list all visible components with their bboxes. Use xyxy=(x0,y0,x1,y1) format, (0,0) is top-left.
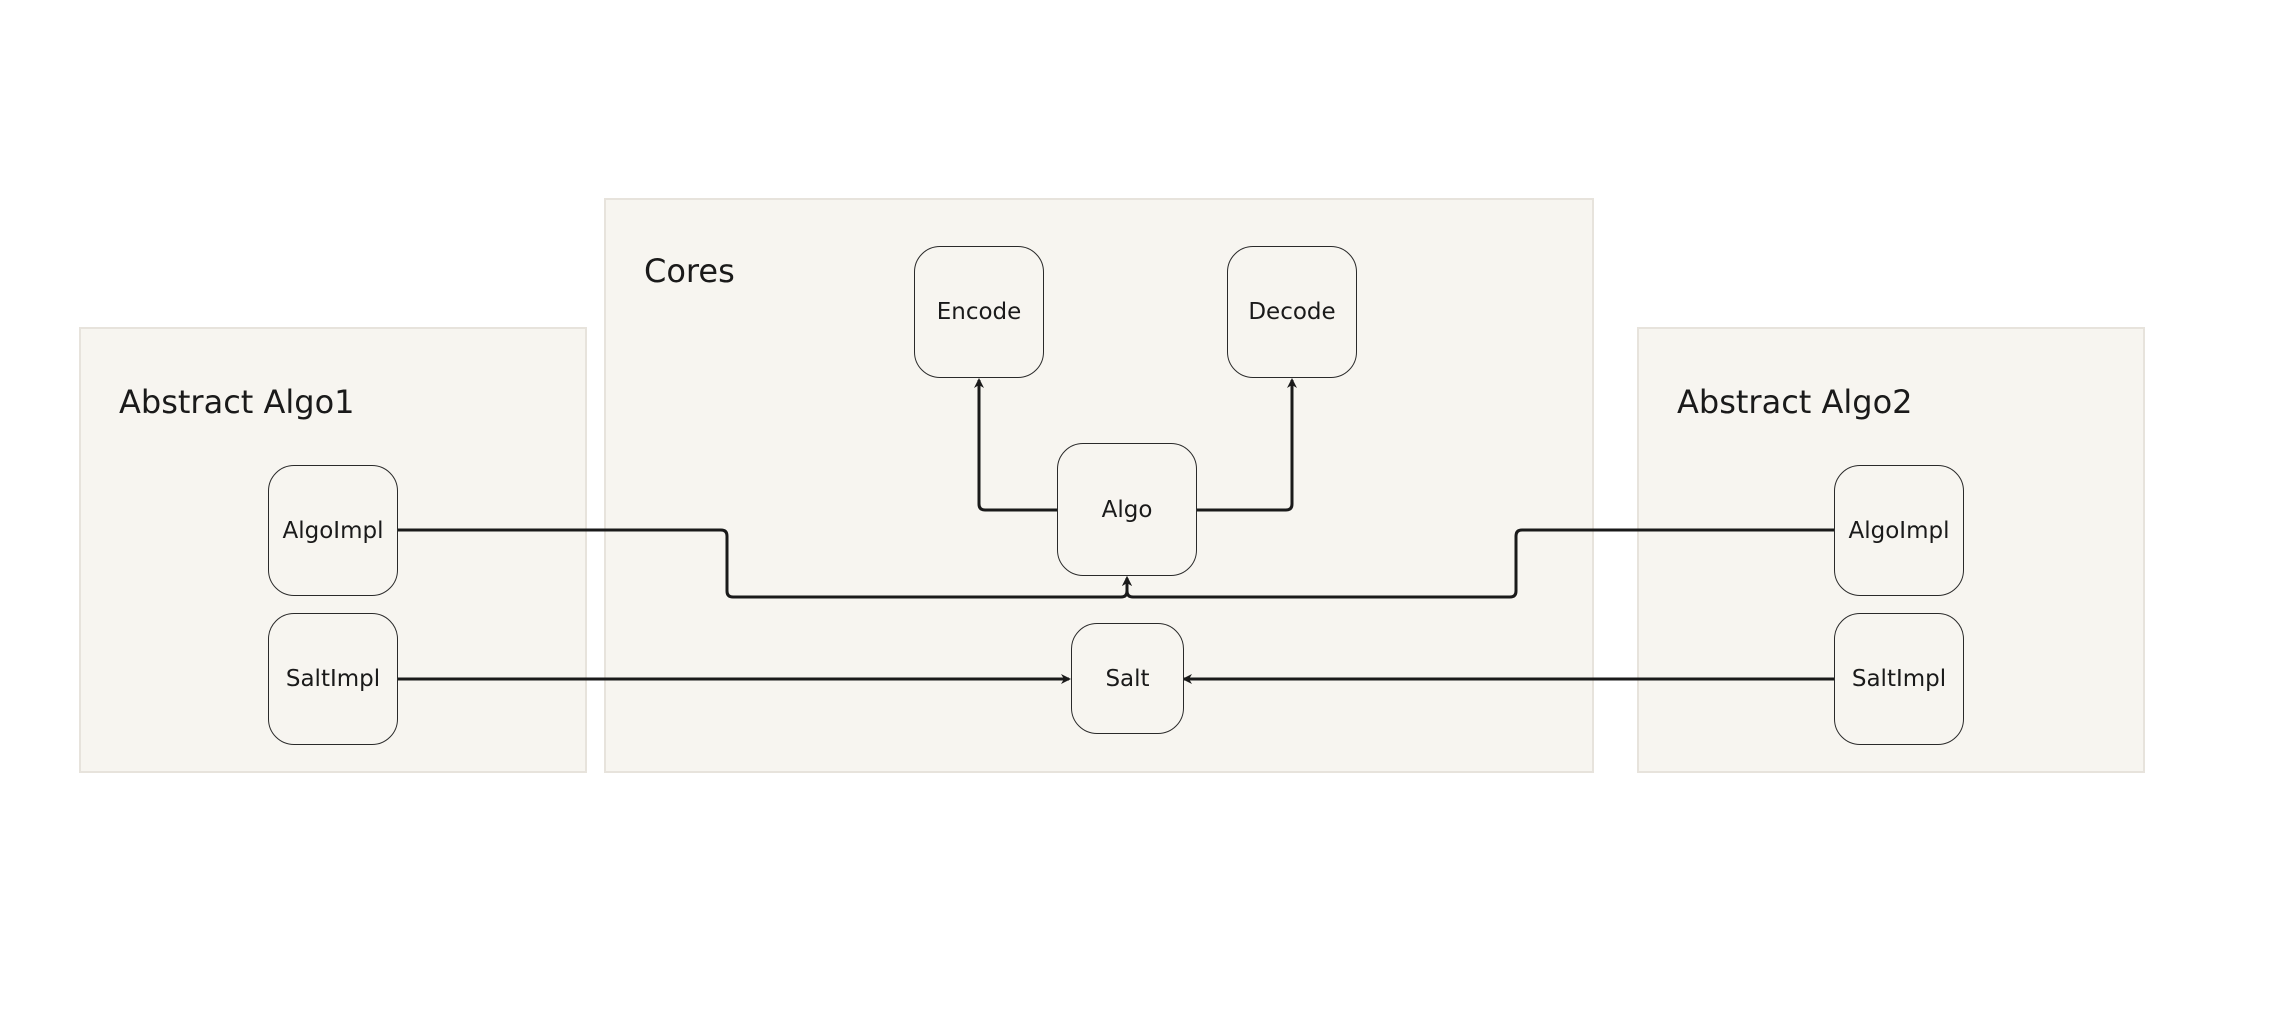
node-algo[interactable]: Algo xyxy=(1057,443,1197,576)
node-algoimpl-1[interactable]: AlgoImpl xyxy=(268,465,398,596)
node-saltimpl-2[interactable]: SaltImpl xyxy=(1834,613,1964,745)
node-saltimpl-1[interactable]: SaltImpl xyxy=(268,613,398,745)
node-salt[interactable]: Salt xyxy=(1071,623,1184,734)
group-title-abstract-algo2: Abstract Algo2 xyxy=(1677,383,1913,421)
node-algoimpl-2[interactable]: AlgoImpl xyxy=(1834,465,1964,596)
node-algoimpl-1-label: AlgoImpl xyxy=(282,517,384,544)
node-decode[interactable]: Decode xyxy=(1227,246,1357,378)
group-title-cores: Cores xyxy=(644,252,735,290)
node-encode[interactable]: Encode xyxy=(914,246,1044,378)
node-saltimpl-2-label: SaltImpl xyxy=(1851,666,1947,692)
node-saltimpl-1-label: SaltImpl xyxy=(285,666,381,692)
node-decode-label: Decode xyxy=(1248,299,1336,325)
node-encode-label: Encode xyxy=(936,299,1022,325)
node-algo-label: Algo xyxy=(1101,496,1153,523)
group-title-abstract-algo1: Abstract Algo1 xyxy=(119,383,355,421)
node-algoimpl-2-label: AlgoImpl xyxy=(1848,517,1950,544)
node-salt-label: Salt xyxy=(1105,665,1150,692)
